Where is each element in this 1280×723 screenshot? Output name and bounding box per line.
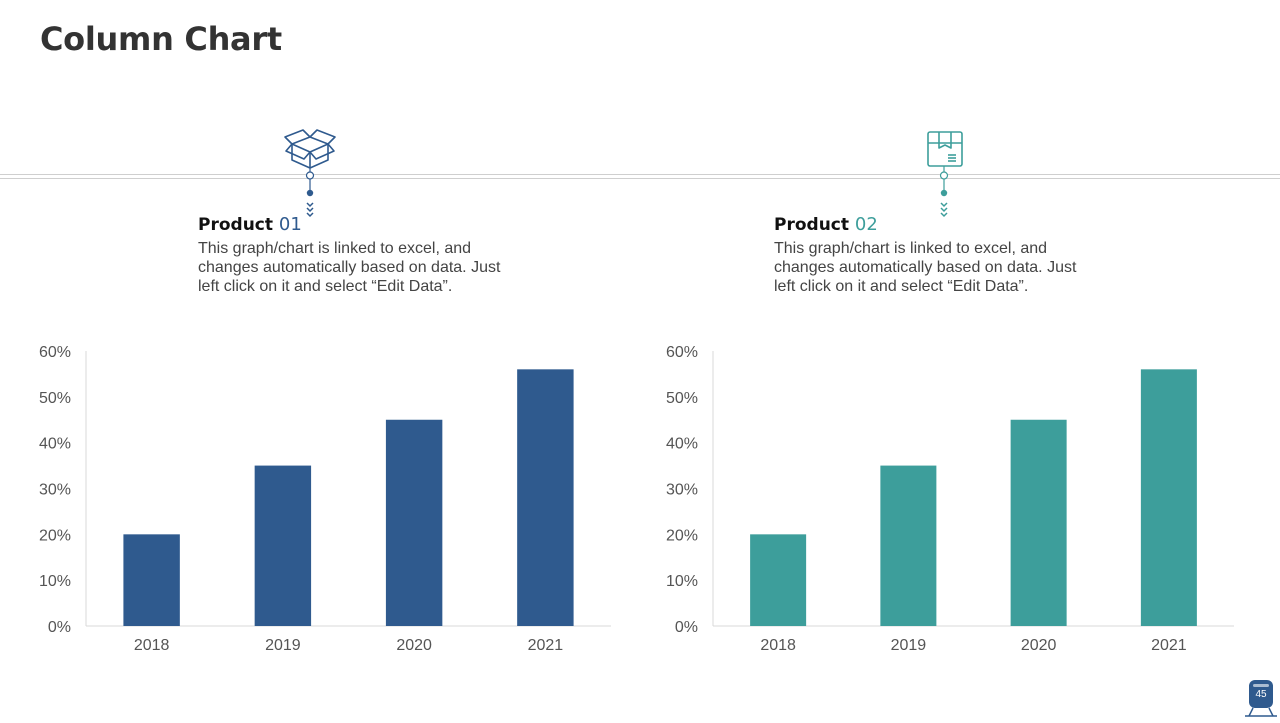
x-tick-label: 2019 [891, 637, 927, 654]
product-02-heading: Product 02 [774, 214, 1094, 235]
x-tick-label: 2019 [265, 637, 301, 654]
y-tick-label: 30% [666, 482, 698, 499]
page-number-badge: 45 [1243, 678, 1279, 718]
y-tick-label: 10% [666, 573, 698, 590]
y-tick-label: 20% [666, 527, 698, 544]
bar [517, 369, 574, 626]
bar [254, 465, 312, 626]
y-tick-label: 50% [666, 390, 698, 407]
open-box-icon [282, 126, 338, 231]
page-number: 45 [1255, 689, 1267, 700]
y-tick-label: 40% [666, 436, 698, 453]
x-tick-label: 2021 [1151, 637, 1187, 654]
divider-line [0, 178, 1280, 179]
bar [123, 534, 180, 626]
y-tick-label: 30% [39, 482, 71, 499]
column-chart-product-01[interactable]: 0% 10% 20% 30% 40% 50% 60% 2018 2019 2020 2021 [0, 330, 640, 670]
page-title: Column Chart [40, 20, 282, 58]
bar [1140, 369, 1197, 626]
product-01-block: Product 01 This graph/chart is linked to… [198, 214, 518, 296]
product-02-label: Product [774, 215, 849, 235]
bar [750, 534, 807, 626]
product-01-number: 01 [278, 214, 302, 235]
y-tick-label: 20% [39, 527, 71, 544]
product-01-description: This graph/chart is linked to excel, and… [198, 240, 501, 295]
product-02-block: Product 02 This graph/chart is linked to… [774, 214, 1094, 296]
y-tick-label: 50% [39, 390, 71, 407]
product-01-label: Product [198, 215, 273, 235]
y-tick-label: 0% [675, 619, 698, 636]
y-tick-label: 60% [666, 344, 698, 361]
product-02-number: 02 [854, 214, 878, 235]
y-tick-label: 60% [39, 344, 71, 361]
package-box-icon [916, 126, 972, 231]
y-tick-label: 40% [39, 436, 71, 453]
train-icon [1245, 680, 1277, 717]
product-01-heading: Product 01 [198, 214, 518, 235]
x-tick-label: 2018 [760, 637, 796, 654]
bar [385, 419, 443, 626]
x-tick-label: 2018 [134, 637, 170, 654]
product-02-description: This graph/chart is linked to excel, and… [774, 240, 1077, 295]
column-chart-product-02[interactable]: 0% 10% 20% 30% 40% 50% 60% 2018 2019 2020 2021 [640, 330, 1280, 670]
bar [880, 465, 937, 626]
x-tick-label: 2021 [528, 637, 564, 654]
divider-line [0, 174, 1280, 175]
y-tick-label: 10% [39, 573, 71, 590]
y-tick-label: 0% [48, 619, 71, 636]
bar [1010, 419, 1067, 626]
x-tick-label: 2020 [1021, 637, 1057, 654]
x-tick-label: 2020 [396, 637, 432, 654]
